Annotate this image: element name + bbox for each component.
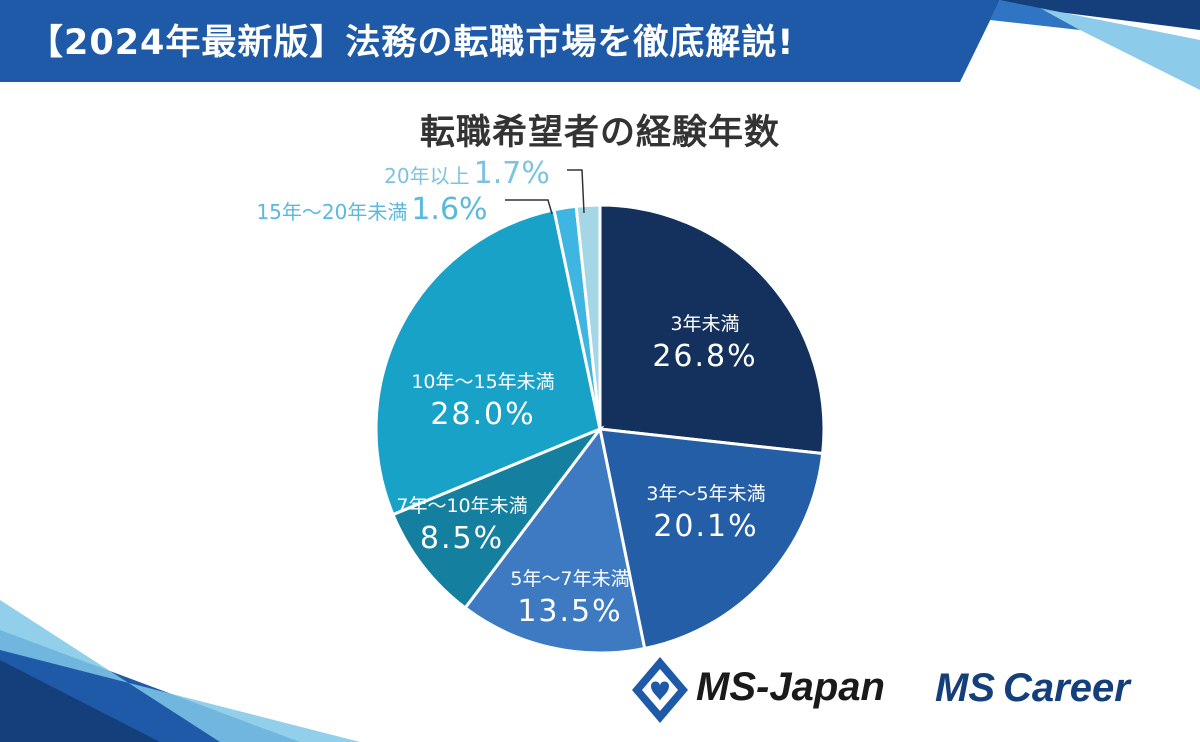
slice-label-group-5: 10年〜15年未満 28.0% [411, 371, 554, 432]
ms-japan-wordmark: MS-Japan [696, 665, 885, 709]
slice-value-label: 1.7% [474, 156, 550, 191]
ms-japan-emblem-icon [632, 657, 688, 723]
slice-label-group-6: 15年〜20年未満 1.6% [256, 192, 488, 228]
pie-slice-7 [574, 203, 602, 430]
chart-title: 転職希望者の経験年数 [419, 113, 780, 153]
slice-inline-label: 20年以上 1.7% [384, 156, 550, 191]
slice-value-label: 8.5% [420, 521, 504, 556]
slice-category-label: 15年〜20年未満 [256, 200, 407, 224]
slice-category-label: 3年未満 [670, 313, 739, 335]
pie-slice-4 [391, 425, 605, 610]
slice-label-group-4: 7年〜10年未満 8.5% [396, 495, 527, 556]
corner-decoration [0, 600, 360, 742]
header-title: 【2024年最新版】法務の転職市場を徹底解説! [28, 23, 795, 63]
leader-line-2 [567, 169, 585, 214]
slice-value-label: 28.0% [430, 397, 535, 432]
slice-label-group-7: 20年以上 1.7% [384, 156, 551, 192]
slice-category-label: 10年〜15年未満 [411, 371, 554, 393]
ms-career-logo: MS Career [935, 660, 1175, 720]
leader-line-1 [505, 199, 553, 215]
slice-category-label: 3年〜5年未満 [646, 483, 765, 505]
slice-category-label: 5年〜7年未満 [510, 568, 629, 590]
ms-japan-logo: MS-Japan [630, 655, 930, 725]
slice-value-label: 20.1% [653, 509, 758, 544]
slice-value-label: 26.8% [652, 339, 757, 374]
slice-value-label: 13.5% [517, 594, 622, 629]
slice-label-group-1: 3年未満 26.8% [652, 313, 757, 374]
pie-slice-1 [598, 203, 826, 456]
ms-career-suffix: Career [1003, 666, 1130, 710]
slice-category-label: 20年以上 [384, 164, 469, 188]
slice-value-label: 1.6% [411, 192, 487, 227]
slice-category-label: 7年〜10年未満 [396, 495, 527, 517]
header-band [0, 0, 1200, 90]
pie-slice-2 [598, 427, 825, 651]
slice-inline-label: 15年〜20年未満 1.6% [256, 192, 487, 227]
slice-label-group-3: 5年〜7年未満 13.5% [510, 568, 629, 629]
slice-label-group-2: 3年〜5年未満 20.1% [646, 483, 765, 544]
ms-career-prefix: MS [935, 666, 995, 710]
pie-slice-5 [374, 208, 602, 517]
pie-slice-3 [463, 425, 647, 655]
